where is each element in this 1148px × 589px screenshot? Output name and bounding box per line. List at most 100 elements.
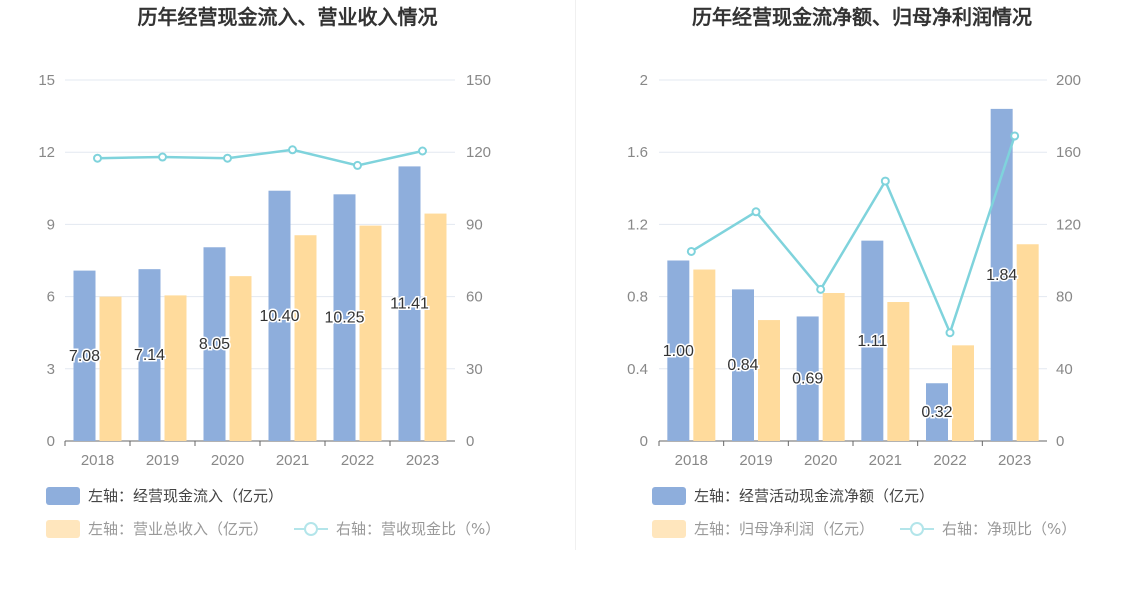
- y-left-tick-label: 9: [47, 216, 55, 233]
- panel-divider: [575, 0, 576, 550]
- bar-primary: [926, 383, 948, 441]
- chart-title: 历年经营现金流净额、归母净利润情况: [692, 5, 1032, 29]
- x-tick-label: 2022: [933, 452, 966, 469]
- y-right-tick-label: 0: [466, 433, 474, 450]
- y-left-tick-label: 0: [47, 433, 55, 450]
- bar-secondary: [294, 235, 317, 441]
- bar-primary: [73, 270, 96, 441]
- chart-panel-net-cashflow: 历年经营现金流净额、归母净利润情况 0 0 0.4 40 0.8 80 1.2 120 1.6 1…: [576, 0, 1148, 550]
- bar-data-label: 1.84: [986, 267, 1017, 284]
- chart-panel-cashflow-inflow: 历年经营现金流入、营业收入情况 0 0 3 30 6 60 9 90 12 120 15 150 201…: [0, 0, 575, 550]
- legend-row-2: 左轴：营业总收入（亿元） 右轴：营收现金比（%）: [46, 519, 526, 539]
- bar-data-label: 8.05: [199, 336, 230, 353]
- x-tick-label: 2019: [146, 452, 179, 469]
- bar-primary: [796, 316, 819, 441]
- line-point: [751, 207, 761, 217]
- y-left-tick-label: 1.2: [627, 216, 648, 233]
- legend-label: 左轴：经营现金流入（亿元）: [88, 487, 284, 505]
- y-right-tick-label: 30: [466, 361, 483, 378]
- legend-item-cash-revenue-ratio[interactable]: 右轴：营收现金比（%）: [294, 519, 500, 539]
- bar-primary: [667, 260, 690, 441]
- bar-secondary: [887, 302, 910, 441]
- bar-data-label: 0.84: [727, 357, 758, 374]
- y-right-tick-label: 0: [1056, 433, 1064, 450]
- bar-secondary: [99, 296, 122, 441]
- legend-swatch-orange: [652, 520, 686, 538]
- bar-primary: [333, 194, 356, 441]
- bar-secondary: [1016, 244, 1039, 441]
- line-point: [418, 146, 427, 156]
- y-right-tick-label: 120: [1056, 216, 1081, 233]
- legend-label: 左轴：归母净利润（亿元）: [694, 520, 875, 538]
- legend-item-revenue[interactable]: 左轴：营业总收入（亿元）: [46, 519, 268, 539]
- legend-label: 右轴：营收现金比（%）: [336, 520, 501, 538]
- line-point: [158, 152, 167, 162]
- bar-primary: [268, 190, 291, 441]
- line-point: [686, 246, 696, 256]
- x-tick-label: 2020: [211, 452, 244, 469]
- y-left-tick-label: 15: [38, 72, 55, 89]
- x-tick-label: 2023: [998, 452, 1031, 469]
- y-right-tick-label: 120: [466, 144, 491, 161]
- bar-data-label: 7.08: [69, 348, 100, 365]
- bar-secondary: [164, 295, 187, 441]
- legend-item-net-cash-ratio[interactable]: 右轴：净现比（%）: [900, 519, 1076, 539]
- legend-row-2: 左轴：归母净利润（亿元） 右轴：净现比（%）: [652, 519, 1102, 539]
- bar-primary: [203, 247, 226, 441]
- bar-secondary: [952, 345, 974, 441]
- line-point: [1010, 131, 1020, 141]
- y-left-tick-label: 3: [47, 361, 55, 378]
- legend-item-net-cashflow[interactable]: 左轴：经营活动现金流净额（亿元）: [652, 486, 934, 506]
- bar-data-label: 10.25: [324, 310, 364, 327]
- line-point: [353, 160, 362, 170]
- bar-data-label: 0.69: [792, 371, 823, 388]
- chart-title: 历年经营现金流入、营业收入情况: [137, 5, 438, 29]
- bar-data-label: 0.32: [921, 404, 952, 421]
- y-left-tick-label: 12: [38, 144, 55, 161]
- x-tick-label: 2019: [739, 452, 772, 469]
- legend-label: 左轴：营业总收入（亿元）: [88, 520, 269, 538]
- bar-primary: [861, 240, 884, 441]
- y-left-tick-label: 0: [640, 433, 648, 450]
- y-right-tick-label: 40: [1056, 361, 1073, 378]
- y-right-tick-label: 150: [466, 72, 491, 89]
- bar-data-label: 1.11: [857, 333, 887, 350]
- bar-secondary: [229, 276, 252, 441]
- bar-data-label: 7.14: [134, 347, 165, 364]
- legend-row-1: 左轴：经营现金流入（亿元）: [46, 486, 309, 506]
- bar-secondary: [822, 292, 845, 441]
- x-tick-label: 2020: [804, 452, 837, 469]
- legend-label: 左轴：经营活动现金流净额（亿元）: [694, 487, 935, 505]
- chart-plot-area: 0 0 3 30 6 60 9 90 12 120 15 150 2018 7.08 2019 7.14 202…: [38, 72, 491, 469]
- legend-line-marker-icon: [294, 520, 329, 538]
- bar-data-label: 10.40: [259, 308, 299, 325]
- x-tick-label: 2018: [81, 452, 114, 469]
- legend-swatch-orange: [46, 520, 80, 538]
- y-left-tick-label: 6: [47, 289, 55, 306]
- x-tick-label: 2023: [406, 452, 439, 469]
- legend-row-1: 左轴：经营活动现金流净额（亿元）: [652, 486, 960, 506]
- bar-secondary: [359, 225, 382, 441]
- line-point: [945, 328, 955, 338]
- bar-secondary: [424, 213, 447, 441]
- legend-label: 右轴：净现比（%）: [942, 520, 1077, 538]
- y-left-tick-label: 1.6: [627, 144, 648, 161]
- bar-primary: [732, 289, 754, 441]
- y-left-tick-label: 0.8: [627, 289, 648, 306]
- legend-swatch-blue: [46, 487, 80, 505]
- bar-primary: [398, 166, 421, 441]
- legend-item-net-profit[interactable]: 左轴：归母净利润（亿元）: [652, 519, 874, 539]
- line-point: [880, 176, 890, 186]
- bar-secondary: [758, 320, 780, 441]
- line-series: [690, 135, 1016, 337]
- legend-item-cash-inflow[interactable]: 左轴：经营现金流入（亿元）: [46, 486, 283, 506]
- x-tick-label: 2018: [675, 452, 708, 469]
- line-point: [93, 153, 102, 163]
- line-point: [288, 145, 297, 155]
- line-point: [816, 284, 826, 294]
- legend-line-marker-icon: [900, 520, 935, 538]
- legend-swatch-blue: [652, 487, 686, 505]
- y-left-tick-label: 0.4: [627, 361, 648, 378]
- bar-secondary: [693, 269, 716, 441]
- line-point: [223, 153, 232, 163]
